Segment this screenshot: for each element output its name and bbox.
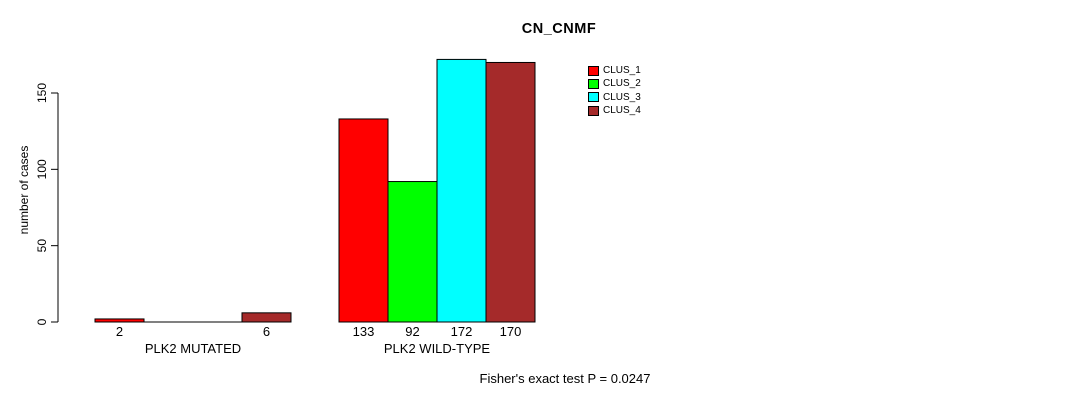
y-axis-title: number of cases <box>17 145 31 235</box>
bar-value-label: 172 <box>451 324 473 339</box>
bar-CLUS_4-group2 <box>485 61 536 323</box>
legend-swatch <box>588 78 599 89</box>
legend-item: CLUS_3 <box>588 91 641 104</box>
chart-title: CN_CNMF <box>521 21 597 37</box>
legend-label: CLUS_2 <box>603 78 641 90</box>
legend-item: CLUS_4 <box>588 104 641 117</box>
y-tick-label: 50 <box>35 239 49 253</box>
bar-CLUS_1-group1 <box>94 318 145 323</box>
y-tick-label: 0 <box>35 318 49 325</box>
y-tick-label: 100 <box>35 159 49 179</box>
bar-CLUS_4-group1 <box>241 312 292 323</box>
legend: CLUS_1 CLUS_2 CLUS_3 CLUS_4 <box>588 64 641 117</box>
bar-value-label: 2 <box>116 324 123 339</box>
legend-label: CLUS_1 <box>603 65 641 77</box>
bar-CLUS_1-group2 <box>338 118 389 323</box>
bar-CLUS_2-group2 <box>387 181 438 323</box>
bar-value-label: 133 <box>353 324 375 339</box>
bar-CLUS_3-group2 <box>436 58 487 323</box>
legend-label: CLUS_3 <box>603 91 641 103</box>
group-label: PLK2 MUTATED <box>145 341 241 356</box>
legend-swatch <box>588 105 599 116</box>
legend-label: CLUS_4 <box>603 105 641 117</box>
legend-item: CLUS_1 <box>588 64 641 77</box>
bar-value-label: 92 <box>405 324 419 339</box>
legend-swatch <box>588 92 599 103</box>
bar-value-label: 170 <box>500 324 522 339</box>
legend-item: CLUS_2 <box>588 77 641 90</box>
y-tick-label: 150 <box>35 83 49 103</box>
legend-swatch <box>588 65 599 76</box>
bar-value-label: 6 <box>263 324 270 339</box>
fisher-test-annotation: Fisher's exact test P = 0.0247 <box>479 371 651 386</box>
group-label: PLK2 WILD-TYPE <box>384 341 491 356</box>
